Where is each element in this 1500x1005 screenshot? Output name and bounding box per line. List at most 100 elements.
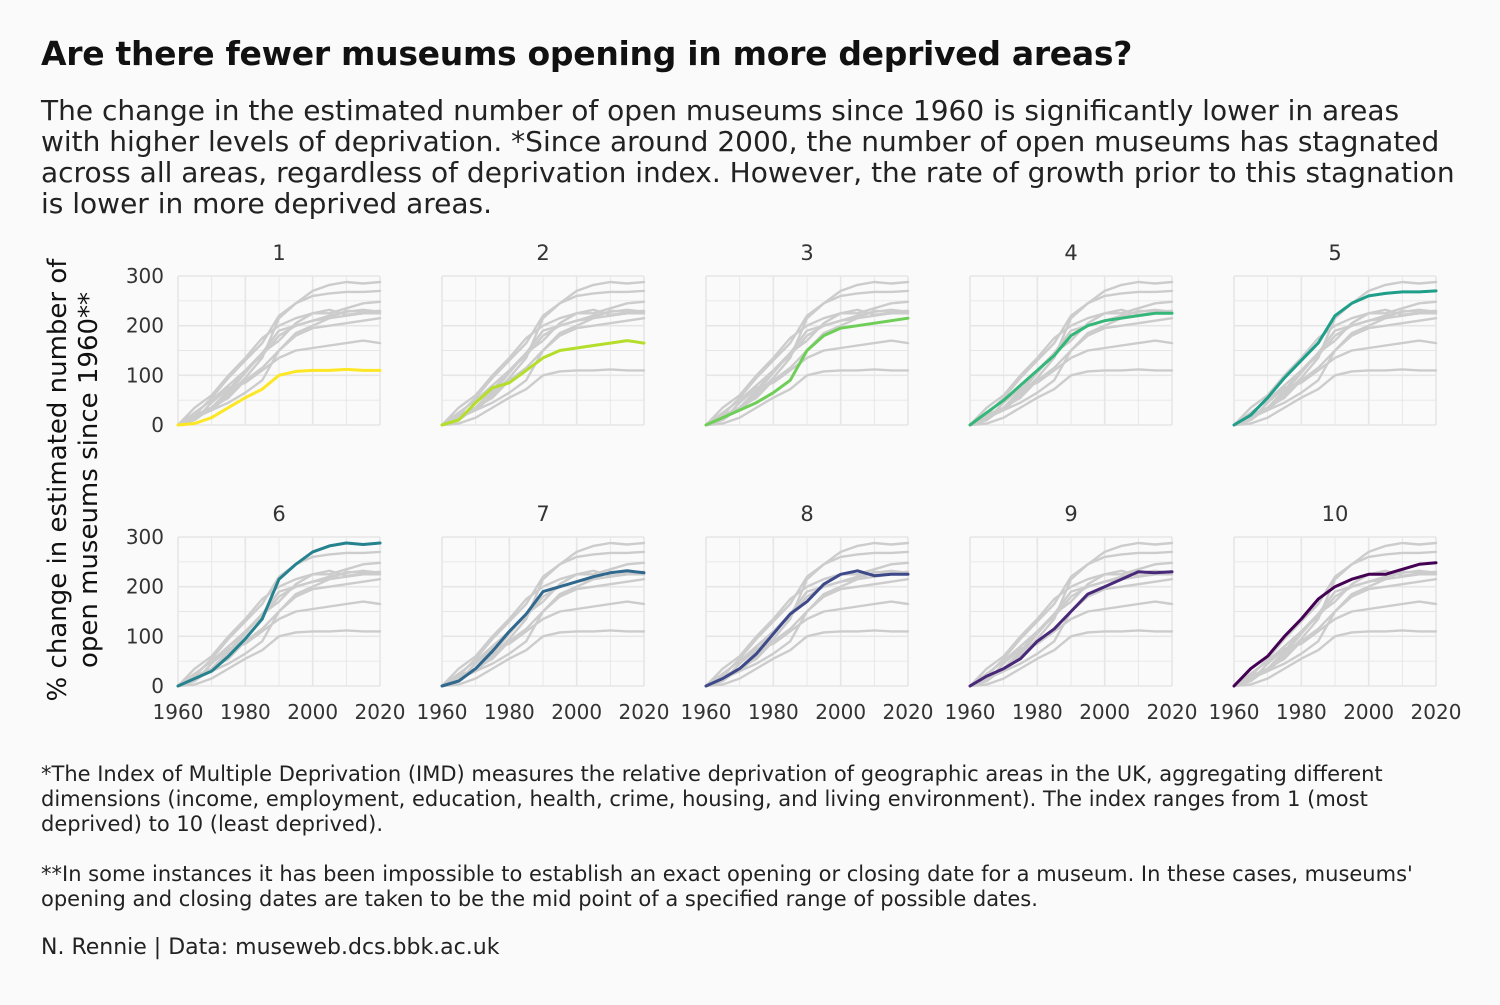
context-line bbox=[1232, 339, 1438, 427]
y-tick-label: 0 bbox=[151, 413, 164, 437]
context-line bbox=[704, 339, 910, 427]
context-line bbox=[176, 300, 382, 427]
context-line bbox=[176, 561, 382, 688]
context-line bbox=[1232, 309, 1438, 427]
footnote-imd: *The Index of Multiple Deprivation (IMD)… bbox=[41, 762, 1383, 836]
x-tick-label: 1980 bbox=[220, 700, 271, 724]
x-tick-label: 2020 bbox=[355, 700, 406, 724]
chart-subtitle: The change in the estimated number of op… bbox=[41, 94, 1455, 220]
x-tick-label: 2000 bbox=[815, 700, 866, 724]
y-tick-label: 200 bbox=[126, 314, 164, 338]
x-tick-label: 2020 bbox=[619, 700, 670, 724]
context-line bbox=[968, 629, 1174, 688]
chart-title: Are there fewer museums opening in more … bbox=[41, 34, 1133, 73]
y-tick-label: 200 bbox=[126, 575, 164, 599]
context-line bbox=[968, 300, 1174, 427]
context-line bbox=[440, 541, 646, 688]
x-tick-label: 2000 bbox=[1079, 700, 1130, 724]
series-line-8 bbox=[704, 569, 910, 688]
context-line bbox=[968, 339, 1174, 427]
context-line bbox=[968, 289, 1174, 427]
facet-label: 3 bbox=[800, 241, 813, 265]
context-line bbox=[704, 550, 910, 688]
context-line bbox=[176, 550, 382, 688]
context-line bbox=[1232, 600, 1438, 688]
caption: N. Rennie | Data: museweb.dcs.bbk.ac.uk bbox=[41, 935, 500, 960]
context-line bbox=[176, 339, 382, 427]
x-tick-label: 2020 bbox=[883, 700, 934, 724]
context-line bbox=[440, 629, 646, 688]
context-line bbox=[968, 600, 1174, 688]
series-line-5 bbox=[1232, 289, 1438, 427]
x-tick-label: 1980 bbox=[748, 700, 799, 724]
context-line bbox=[440, 600, 646, 688]
series-line-3 bbox=[704, 316, 910, 427]
x-tick-label: 2000 bbox=[1343, 700, 1394, 724]
context-line bbox=[176, 570, 382, 688]
context-line bbox=[704, 561, 910, 688]
context-line bbox=[440, 300, 646, 427]
x-tick-label: 1960 bbox=[417, 700, 468, 724]
context-line bbox=[968, 368, 1174, 427]
facet-label: 5 bbox=[1328, 241, 1341, 265]
x-tick-label: 1960 bbox=[681, 700, 732, 724]
context-line bbox=[440, 289, 646, 427]
context-line bbox=[1232, 629, 1438, 688]
context-line bbox=[968, 309, 1174, 427]
context-line bbox=[440, 309, 646, 427]
context-line bbox=[176, 600, 382, 688]
series-line-9 bbox=[968, 570, 1174, 688]
context-line bbox=[1232, 368, 1438, 427]
series-line-10 bbox=[1232, 561, 1438, 688]
context-line bbox=[968, 561, 1174, 688]
x-tick-label: 2020 bbox=[1147, 700, 1198, 724]
x-tick-label: 1960 bbox=[945, 700, 996, 724]
context-line bbox=[176, 289, 382, 427]
y-tick-label: 100 bbox=[126, 624, 164, 648]
context-line bbox=[1232, 541, 1438, 688]
x-tick-label: 1980 bbox=[1012, 700, 1063, 724]
facet-label: 9 bbox=[1064, 502, 1077, 526]
x-tick-label: 2000 bbox=[551, 700, 602, 724]
x-tick-label: 2000 bbox=[287, 700, 338, 724]
facet-label: 1 bbox=[272, 241, 285, 265]
x-tick-label: 1980 bbox=[484, 700, 535, 724]
facet-label: 7 bbox=[536, 502, 549, 526]
context-line bbox=[440, 280, 646, 427]
context-line bbox=[176, 309, 382, 427]
x-tick-label: 1980 bbox=[1276, 700, 1327, 724]
x-tick-label: 2020 bbox=[1411, 700, 1462, 724]
facet-label: 4 bbox=[1064, 241, 1077, 265]
context-line bbox=[704, 300, 910, 427]
facet-label: 8 bbox=[800, 502, 813, 526]
context-line bbox=[968, 541, 1174, 688]
series-line-6 bbox=[176, 541, 382, 688]
x-tick-label: 1960 bbox=[153, 700, 204, 724]
series-line-2 bbox=[440, 339, 646, 427]
context-line bbox=[176, 629, 382, 688]
y-axis-title: % change in estimated number ofopen muse… bbox=[43, 258, 104, 702]
context-line bbox=[704, 541, 910, 688]
y-tick-label: 300 bbox=[126, 525, 164, 549]
context-line bbox=[704, 629, 910, 688]
y-tick-label: 100 bbox=[126, 363, 164, 387]
context-line bbox=[440, 550, 646, 688]
context-line bbox=[176, 280, 382, 427]
context-line bbox=[1232, 550, 1438, 688]
x-tick-label: 1960 bbox=[1209, 700, 1260, 724]
facet-label: 2 bbox=[536, 241, 549, 265]
y-tick-label: 0 bbox=[151, 674, 164, 698]
context-line bbox=[968, 280, 1174, 427]
series-line-1 bbox=[176, 367, 382, 427]
context-line bbox=[440, 368, 646, 427]
series-line-7 bbox=[440, 569, 646, 688]
context-line bbox=[704, 600, 910, 688]
context-line bbox=[704, 368, 910, 427]
facet-label: 10 bbox=[1322, 502, 1349, 526]
facet-label: 6 bbox=[272, 502, 285, 526]
context-line bbox=[704, 289, 910, 427]
context-line bbox=[440, 561, 646, 688]
context-line bbox=[1232, 570, 1438, 688]
series-line-4 bbox=[968, 311, 1174, 427]
